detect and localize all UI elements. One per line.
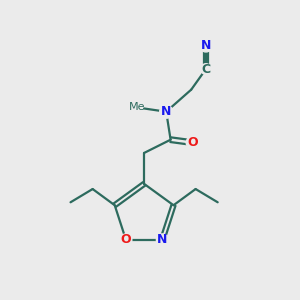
Circle shape <box>200 39 212 52</box>
Text: O: O <box>121 233 131 246</box>
Circle shape <box>120 234 132 246</box>
Circle shape <box>156 234 168 246</box>
Text: O: O <box>188 136 198 149</box>
Text: C: C <box>201 62 211 76</box>
Circle shape <box>201 64 211 74</box>
Text: Me: Me <box>128 102 145 112</box>
Circle shape <box>186 136 199 149</box>
Text: N: N <box>161 105 171 118</box>
Text: N: N <box>157 233 167 246</box>
Text: N: N <box>201 39 211 52</box>
Circle shape <box>160 105 173 118</box>
